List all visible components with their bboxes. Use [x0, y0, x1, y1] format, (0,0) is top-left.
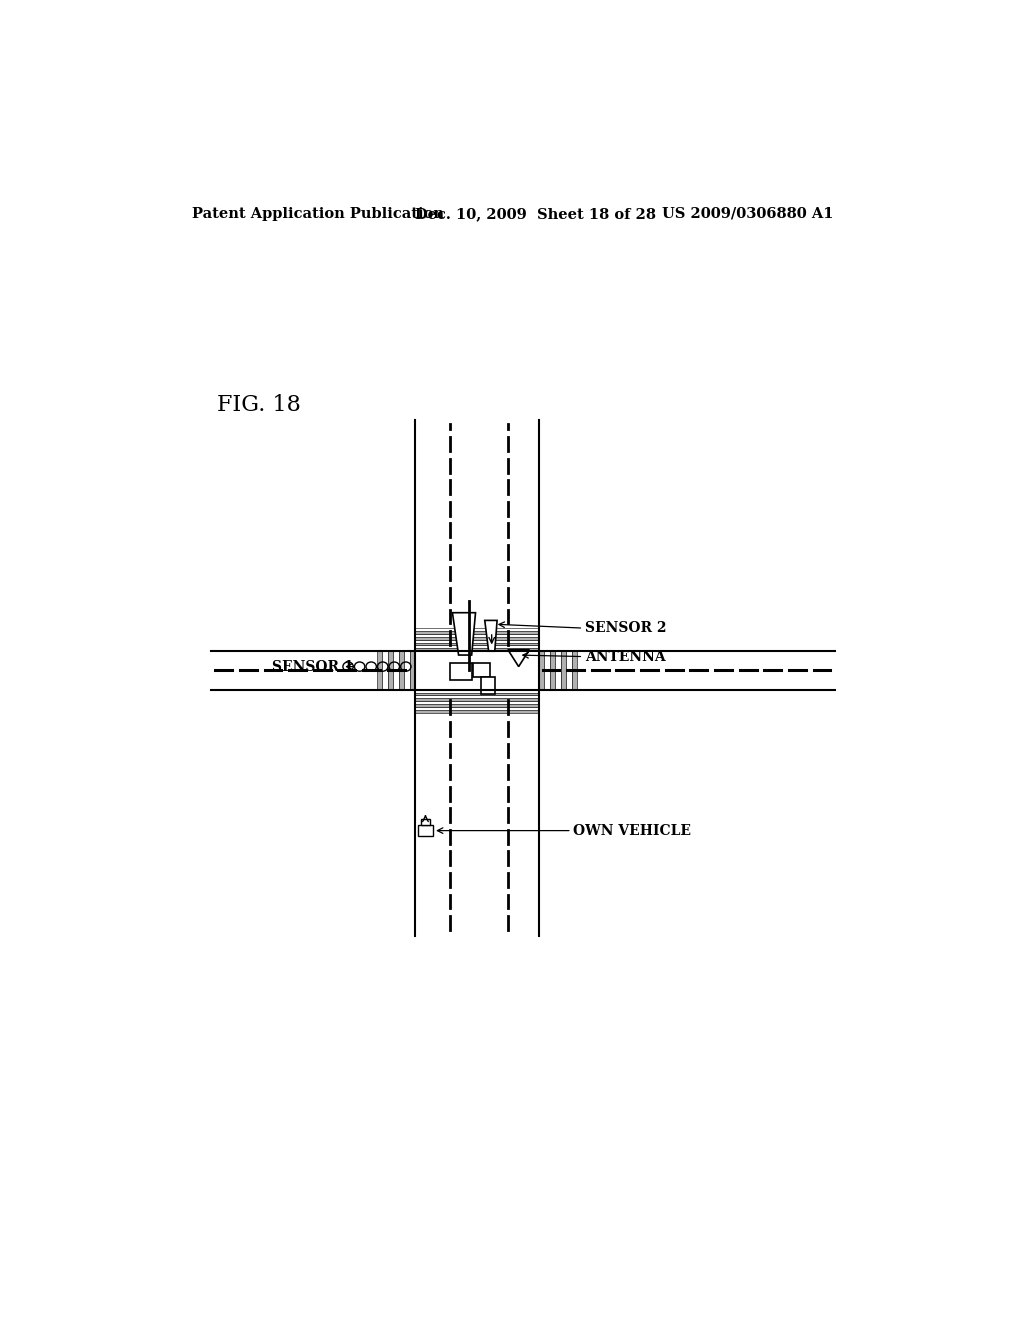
Bar	[451, 663, 472, 680]
Bar	[416, 698, 539, 701]
Bar	[421, 818, 430, 825]
Text: ANTENNA: ANTENNA	[585, 649, 666, 664]
Bar	[416, 701, 539, 704]
Bar	[416, 645, 539, 648]
Bar	[416, 710, 539, 713]
Bar	[416, 708, 539, 710]
Bar	[388, 651, 393, 689]
Bar	[544, 651, 550, 689]
Text: SENSOR 1: SENSOR 1	[272, 660, 354, 673]
Bar	[416, 628, 539, 631]
Text: FIG. 18: FIG. 18	[217, 393, 301, 416]
Bar	[416, 640, 539, 643]
Bar	[399, 651, 404, 689]
Text: SENSOR 2: SENSOR 2	[585, 622, 667, 635]
Bar	[382, 651, 388, 689]
Bar	[566, 651, 571, 689]
Polygon shape	[484, 620, 497, 651]
Bar	[416, 693, 539, 696]
Bar	[416, 643, 539, 645]
Bar	[393, 651, 399, 689]
Text: Patent Application Publication: Patent Application Publication	[193, 207, 444, 220]
Bar	[416, 634, 539, 636]
Bar	[416, 689, 539, 693]
Text: US 2009/0306880 A1: US 2009/0306880 A1	[662, 207, 834, 220]
Bar	[416, 704, 539, 708]
Bar	[416, 648, 539, 651]
Bar	[539, 651, 544, 689]
Text: OWN VEHICLE: OWN VEHICLE	[573, 824, 691, 838]
Bar	[377, 651, 382, 689]
Bar	[571, 651, 578, 689]
Bar	[404, 651, 410, 689]
Bar	[416, 631, 539, 634]
Bar	[555, 651, 561, 689]
Bar	[416, 636, 539, 640]
Text: Dec. 10, 2009  Sheet 18 of 28: Dec. 10, 2009 Sheet 18 of 28	[416, 207, 656, 220]
Polygon shape	[508, 649, 529, 667]
Bar	[416, 696, 539, 698]
Polygon shape	[453, 612, 475, 655]
Bar	[410, 651, 416, 689]
Bar	[418, 825, 433, 836]
Bar	[561, 651, 566, 689]
Bar	[473, 663, 490, 677]
Bar	[481, 677, 495, 693]
Bar	[550, 651, 555, 689]
